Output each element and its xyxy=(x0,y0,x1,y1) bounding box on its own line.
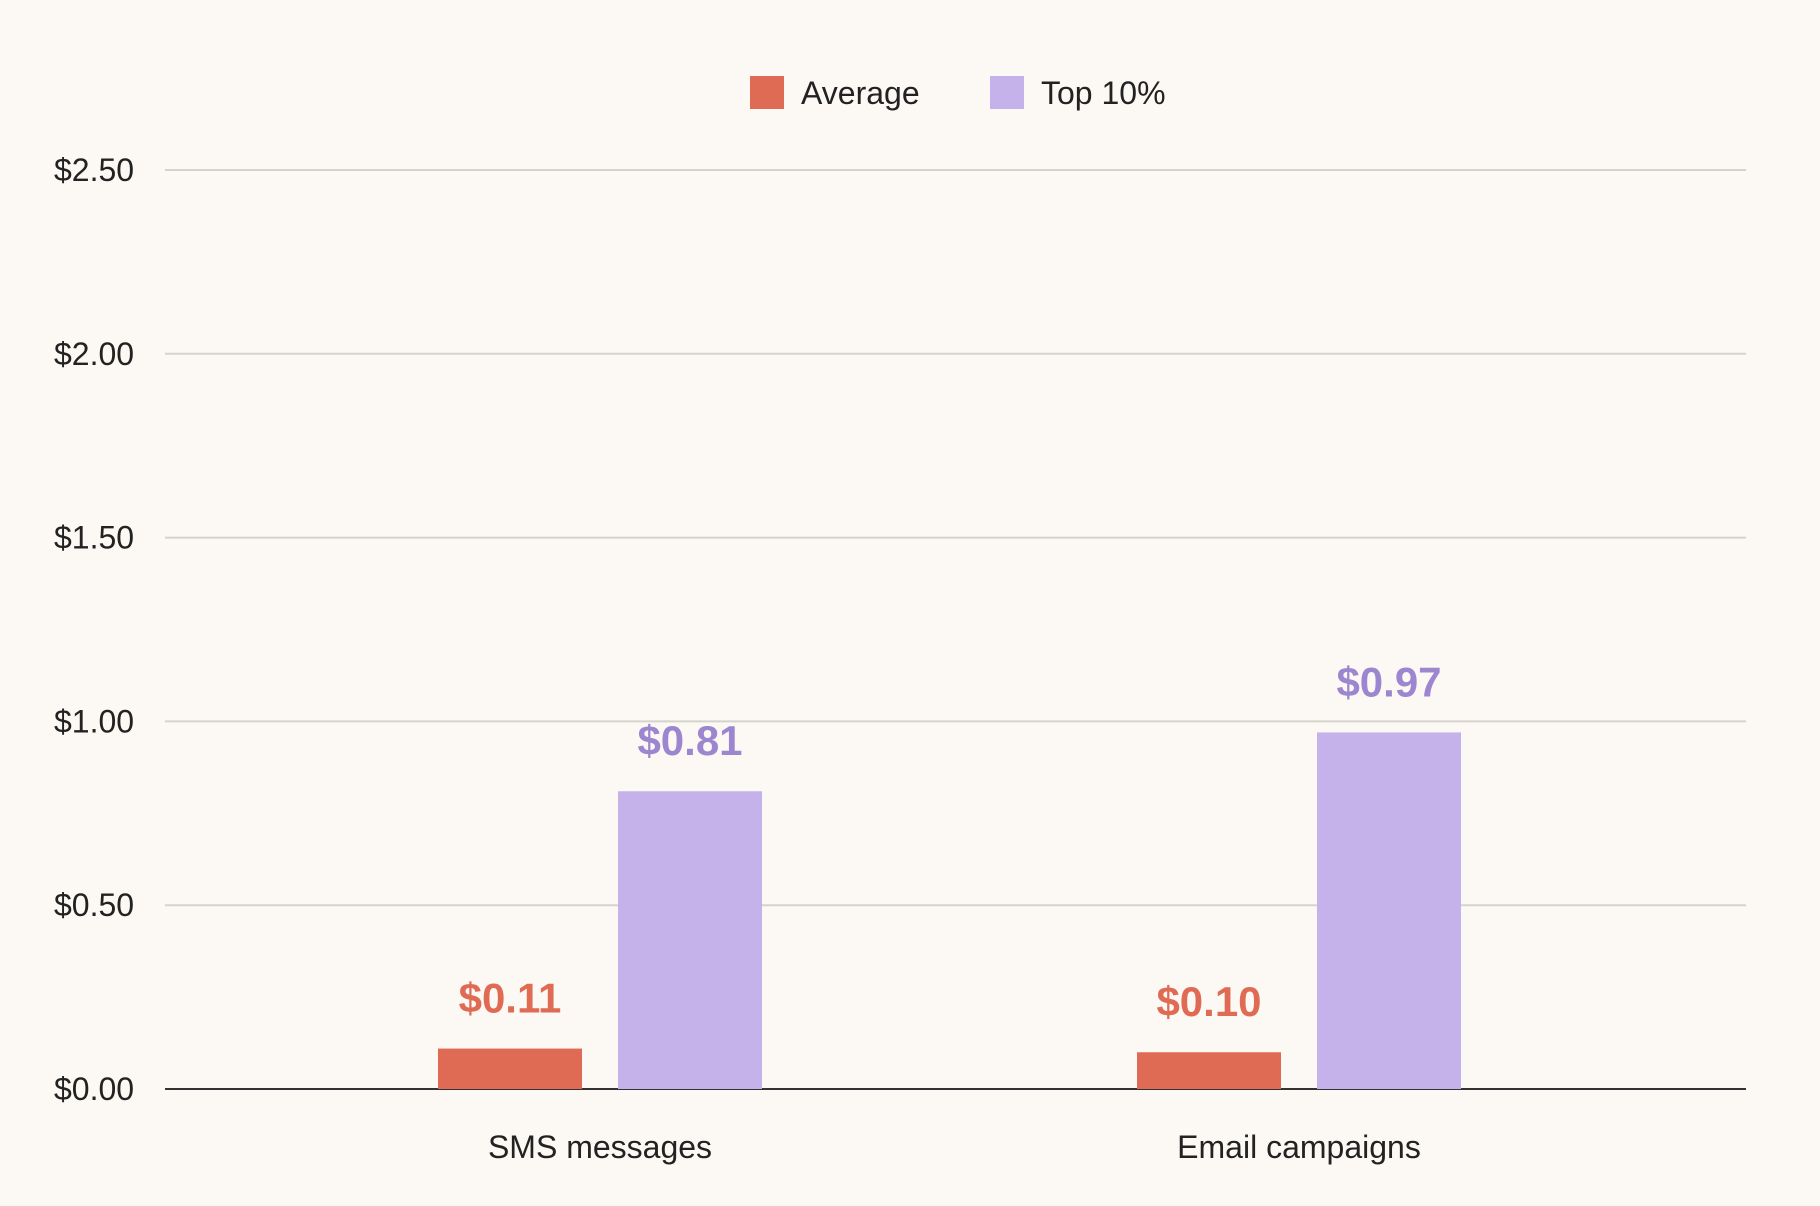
bar xyxy=(1317,732,1461,1089)
legend-swatch xyxy=(750,76,784,109)
bar xyxy=(618,791,762,1089)
legend-swatch xyxy=(990,76,1024,109)
x-tick-label: SMS messages xyxy=(488,1129,712,1165)
bar xyxy=(1137,1052,1281,1089)
data-label: $0.10 xyxy=(1156,978,1261,1025)
data-label: $0.81 xyxy=(637,717,742,764)
y-tick-label: $1.50 xyxy=(54,520,134,556)
y-tick-label: $0.50 xyxy=(54,887,134,923)
data-label: $0.97 xyxy=(1336,658,1441,705)
y-tick-label: $2.00 xyxy=(54,336,134,372)
legend-label: Top 10% xyxy=(1041,75,1166,111)
bars xyxy=(438,732,1461,1089)
y-tick-label: $0.00 xyxy=(54,1071,134,1107)
legend-label: Average xyxy=(801,75,920,111)
data-label: $0.11 xyxy=(459,975,562,1022)
y-tick-label: $1.00 xyxy=(54,703,134,739)
legend: Average Top 10% xyxy=(750,75,1166,111)
gridlines xyxy=(165,169,1746,1090)
x-tick-label: Email campaigns xyxy=(1177,1129,1421,1165)
x-axis-ticks: SMS messages Email campaigns xyxy=(488,1129,1421,1165)
y-axis-ticks: $0.00 $0.50 $1.00 $1.50 $2.00 $2.50 xyxy=(54,152,134,1107)
bar xyxy=(438,1048,582,1089)
y-tick-label: $2.50 xyxy=(54,152,134,188)
data-labels: $0.11 $0.10 $0.81 $0.97 xyxy=(459,658,1442,1025)
